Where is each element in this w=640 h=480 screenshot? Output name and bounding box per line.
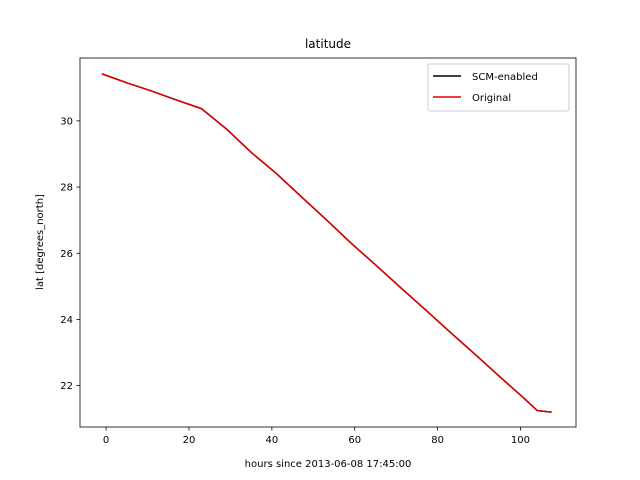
legend-box	[427, 63, 570, 112]
x-tick-label: 40	[265, 435, 278, 446]
series-layer	[101, 73, 552, 413]
y-axis-title: lat [degrees_north]	[35, 194, 46, 290]
y-tick-label: 30	[60, 116, 73, 127]
legend: SCM-enabled Original	[427, 63, 570, 112]
x-tick-label: 80	[431, 435, 444, 446]
y-tick-label: 22	[60, 381, 73, 392]
x-tick-label: 100	[511, 435, 530, 446]
series-line-original	[101, 73, 552, 413]
y-tick-label: 26	[60, 249, 73, 260]
y-tick-label: 28	[60, 183, 73, 194]
y-tick-label: 24	[60, 315, 73, 326]
axes-frame	[79, 57, 577, 428]
chart-title: latitude	[305, 37, 351, 51]
axes-layer: 0 20 40 60 80 100 22 24 26 28 30	[60, 57, 577, 446]
legend-label-scm-enabled: SCM-enabled	[472, 72, 538, 83]
x-tick-label: 20	[183, 435, 196, 446]
x-tick-label: 60	[348, 435, 361, 446]
x-tick-label: 0	[103, 435, 109, 446]
legend-label-original: Original	[472, 93, 511, 104]
x-axis-title: hours since 2013-06-08 17:45:00	[245, 459, 412, 470]
